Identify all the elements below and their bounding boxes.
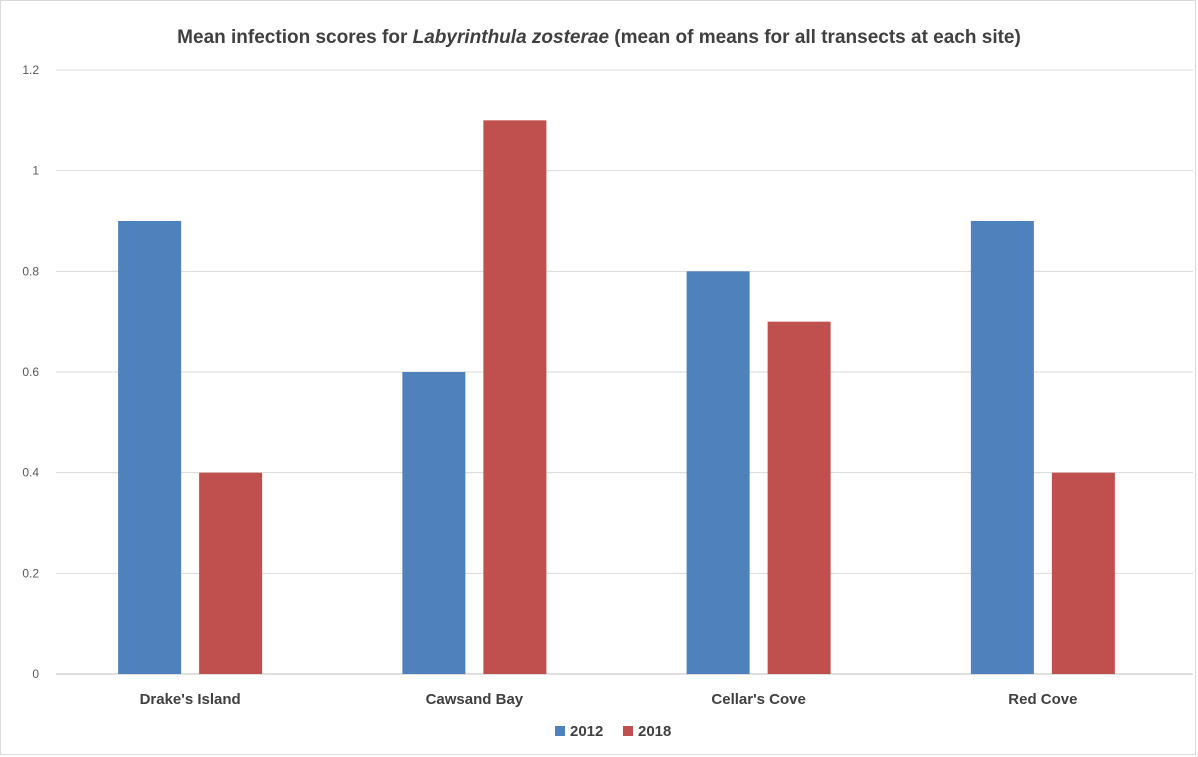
y-tick-label: 0.4 (22, 466, 39, 480)
y-axis-ticks: 0 0.2 0.4 0.6 0.8 1 1.2 (22, 63, 39, 681)
legend: 2012 2018 (555, 723, 671, 740)
bar-2018-3 (1051, 472, 1115, 674)
x-category-label: Drake's Island (140, 691, 241, 708)
bar-2018-2 (767, 321, 831, 674)
legend-swatch (555, 726, 565, 736)
x-category-label: Red Cove (1008, 691, 1077, 708)
chart-title-part: Labyrinthula zosterae (413, 27, 610, 48)
x-category-label: Cellar's Cove (711, 691, 805, 708)
chart-title: Mean infection scores for Labyrinthula z… (177, 27, 1021, 48)
bar-2018-0 (199, 472, 263, 674)
y-tick-label: 0.2 (22, 566, 39, 580)
bar-2018-1 (483, 120, 547, 675)
legend-swatch (623, 726, 633, 736)
x-axis-categories: Drake's Island Cawsand Bay Cellar's Cove Re… (140, 691, 1078, 708)
x-category-label: Cawsand Bay (426, 691, 524, 708)
y-tick-label: 0 (32, 667, 39, 681)
bar-2012-1 (402, 372, 466, 674)
bar-2012-2 (686, 271, 750, 674)
legend-label: 2012 (570, 723, 603, 740)
y-tick-label: 1 (32, 164, 39, 178)
bars (118, 120, 1115, 675)
y-tick-label: 0.6 (22, 365, 39, 379)
bar-2012-3 (970, 221, 1034, 674)
chart-title-part: (mean of means for all transects at each… (609, 27, 1021, 48)
chart-title-part: Mean infection scores for (177, 27, 412, 48)
y-tick-label: 0.8 (22, 264, 39, 278)
bar-2012-0 (118, 221, 182, 674)
legend-label: 2018 (638, 723, 671, 740)
y-tick-label: 1.2 (22, 63, 39, 77)
